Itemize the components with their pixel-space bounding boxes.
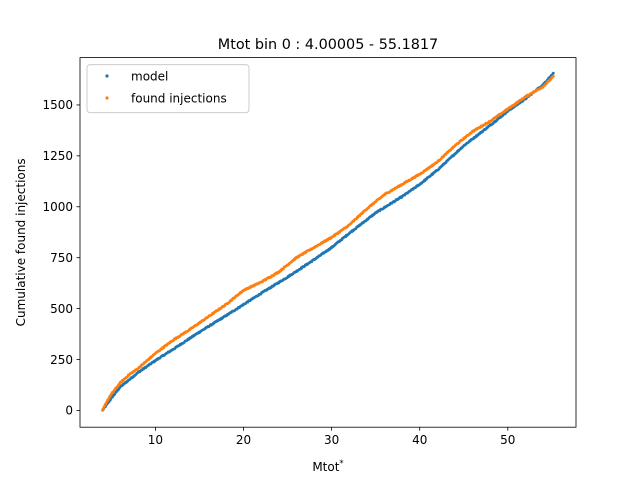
legend: model found injections <box>86 64 250 114</box>
y-tick-label: 1250 <box>42 149 73 163</box>
x-tick-label: 10 <box>148 433 163 447</box>
y-tick-label: 750 <box>50 251 73 265</box>
y-tick-label: 500 <box>50 302 73 316</box>
x-axis-label-superscript: * <box>339 459 343 469</box>
y-axis: 0 250 500 750 1000 1250 1500 <box>42 98 80 418</box>
axes-frame <box>79 57 577 428</box>
y-axis-label: Cumulative found injections <box>14 158 28 326</box>
y-tick-label: 1000 <box>42 200 73 214</box>
x-tick-label: 40 <box>412 433 427 447</box>
y-tick-label: 0 <box>65 404 73 418</box>
legend-box <box>86 64 250 114</box>
legend-marker-found-injections <box>105 96 109 100</box>
y-tick-label: 250 <box>50 353 73 367</box>
series-found-injections <box>101 74 555 412</box>
legend-label-model: model <box>131 70 168 84</box>
data-point <box>552 74 555 78</box>
x-tick-label: 20 <box>236 433 251 447</box>
data-point <box>552 71 555 75</box>
series-layer <box>101 71 555 412</box>
legend-marker-model <box>105 74 109 78</box>
y-tick-label: 1500 <box>42 98 73 112</box>
chart-title: Mtot bin 0 : 4.00005 - 55.1817 <box>218 37 438 53</box>
x-tick-label: 50 <box>500 433 515 447</box>
legend-label-found-injections: found injections <box>131 92 227 106</box>
x-axis: 10 20 30 40 50 <box>148 427 515 447</box>
x-axis-label: Mtot* <box>312 459 343 474</box>
x-axis-label-text: Mtot <box>312 460 339 474</box>
x-tick-label: 30 <box>324 433 339 447</box>
